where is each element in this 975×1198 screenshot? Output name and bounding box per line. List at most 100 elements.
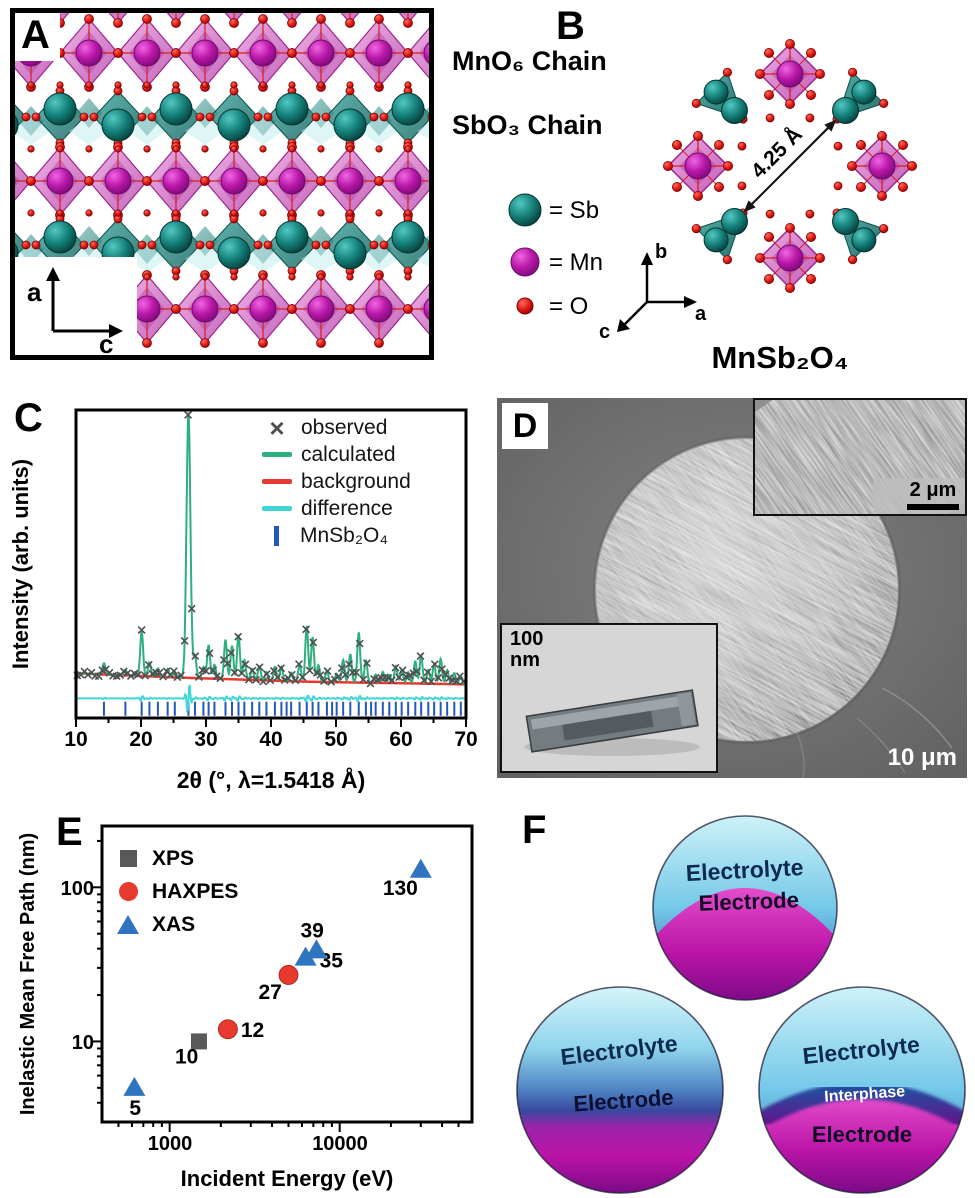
xrd-legend-item: background bbox=[262, 468, 411, 495]
o-atom bbox=[403, 48, 413, 58]
o-atom bbox=[404, 145, 412, 153]
xas-point bbox=[294, 946, 317, 966]
o-atom bbox=[143, 273, 151, 281]
o-atom bbox=[84, 14, 94, 24]
o-atom bbox=[27, 81, 35, 89]
xas-point bbox=[409, 858, 432, 878]
o-atom bbox=[316, 338, 326, 348]
xrd-xtick: 60 bbox=[389, 728, 412, 751]
c-axis-arrowhead-icon bbox=[109, 324, 123, 338]
imfp-legend-item: HAXPES bbox=[116, 875, 238, 908]
formula-label: MnSb₂O₄ bbox=[711, 340, 848, 375]
o-atom bbox=[691, 98, 701, 109]
o-atom bbox=[142, 338, 152, 348]
imfp-ytick: 100 bbox=[61, 878, 94, 900]
o-atom bbox=[737, 141, 747, 151]
electrode-region bbox=[653, 888, 837, 1000]
xrd-pattern-chart: Intensity (arb. units) 2θ (°, λ=1.5418 Å… bbox=[8, 408, 478, 793]
o-atom bbox=[805, 231, 816, 242]
xrd-xtick: 20 bbox=[129, 728, 152, 751]
a-axis-label: a bbox=[27, 277, 42, 307]
o-atom bbox=[230, 273, 238, 281]
o-atom bbox=[345, 304, 355, 314]
o-atom bbox=[288, 273, 296, 281]
c-axis-arrow bbox=[622, 301, 648, 327]
o-atom bbox=[722, 255, 733, 265]
o-atom bbox=[201, 273, 209, 281]
o-atom bbox=[784, 99, 795, 110]
xrd-xticklabels: 10 20 30 40 50 60 70 bbox=[64, 728, 477, 751]
sb-atom bbox=[832, 208, 860, 236]
interphase-label: Interphase bbox=[824, 1083, 906, 1106]
o-atom bbox=[375, 145, 383, 153]
sem-inset-nanorods: 2 μm bbox=[753, 398, 967, 516]
o-atom bbox=[26, 176, 36, 186]
electrode-label: Electrode bbox=[812, 1122, 912, 1147]
sb-atom bbox=[333, 236, 367, 270]
crystal-structure-ac-view bbox=[15, 13, 429, 348]
mn-sphere-icon bbox=[510, 247, 540, 277]
inset-scale-bar bbox=[907, 504, 959, 510]
o-atom bbox=[833, 141, 843, 151]
a-axis-arrowhead-icon bbox=[46, 267, 60, 281]
crystal-channel-ring bbox=[662, 39, 917, 293]
o-atom bbox=[403, 304, 413, 314]
o-atom bbox=[855, 181, 866, 192]
o-atom bbox=[379, 112, 389, 122]
imfp-legend: XPS HAXPES XAS bbox=[116, 842, 238, 941]
o-atom bbox=[31, 112, 41, 122]
o-atom bbox=[855, 139, 866, 150]
xrd-ylabel: Intensity (arb. units) bbox=[8, 459, 33, 669]
o-atom bbox=[847, 255, 858, 265]
xrd-legend-item: MnSb₂O₄ bbox=[262, 522, 411, 549]
mn-atom bbox=[776, 60, 804, 88]
o-atom bbox=[374, 176, 384, 186]
imfp-legend-label: HAXPES bbox=[152, 879, 239, 903]
o-atom bbox=[195, 112, 205, 122]
o-atom bbox=[784, 282, 795, 293]
o-atom bbox=[375, 273, 383, 281]
o-atom bbox=[205, 112, 215, 122]
panel-d-label: D bbox=[512, 407, 538, 445]
distance-arrow bbox=[749, 125, 831, 207]
sb-atom bbox=[333, 108, 367, 142]
o-atom bbox=[143, 145, 151, 153]
imfp-xlabel: Incident Energy (eV) bbox=[181, 1166, 394, 1191]
mno6-chain-label: MnO₆ Chain bbox=[452, 46, 607, 76]
o-atom bbox=[230, 145, 238, 153]
xas-marker-icon bbox=[116, 915, 140, 934]
bragg-tick-icon bbox=[274, 525, 279, 546]
sb-atom bbox=[43, 220, 77, 254]
o-atom bbox=[171, 304, 181, 314]
o-atom bbox=[906, 160, 917, 171]
xrd-legend-item: × observed bbox=[262, 414, 411, 441]
xrd-legend-label: difference bbox=[301, 496, 393, 520]
sb-atom bbox=[43, 92, 77, 126]
o-atom bbox=[258, 176, 268, 186]
imfp-xtick: 1000 bbox=[148, 1133, 193, 1155]
sb-atom bbox=[720, 96, 748, 124]
a-axis-arrowhead-icon bbox=[684, 296, 697, 308]
inset-scale-label: 2 μm bbox=[909, 479, 957, 501]
panel-a-label: A bbox=[15, 13, 60, 61]
o-atom bbox=[114, 145, 122, 153]
o-atom bbox=[21, 240, 31, 250]
o-atom bbox=[263, 112, 273, 122]
o-atom bbox=[765, 209, 775, 219]
mn-atom bbox=[423, 298, 429, 320]
mn-atom bbox=[336, 167, 364, 195]
o-atom bbox=[692, 190, 703, 201]
haxpes-point bbox=[217, 1019, 238, 1040]
o-atom bbox=[311, 112, 321, 122]
sb-atom bbox=[217, 108, 251, 142]
xrd-plot-area bbox=[73, 408, 468, 727]
o-atom bbox=[713, 181, 724, 192]
o-atom bbox=[876, 131, 887, 142]
xas-point bbox=[123, 1076, 146, 1096]
diffuse-interface-region bbox=[517, 987, 723, 1193]
o-atom bbox=[172, 209, 180, 217]
o-atom bbox=[369, 240, 379, 250]
o-atom bbox=[288, 209, 296, 217]
o-atom bbox=[56, 209, 64, 217]
